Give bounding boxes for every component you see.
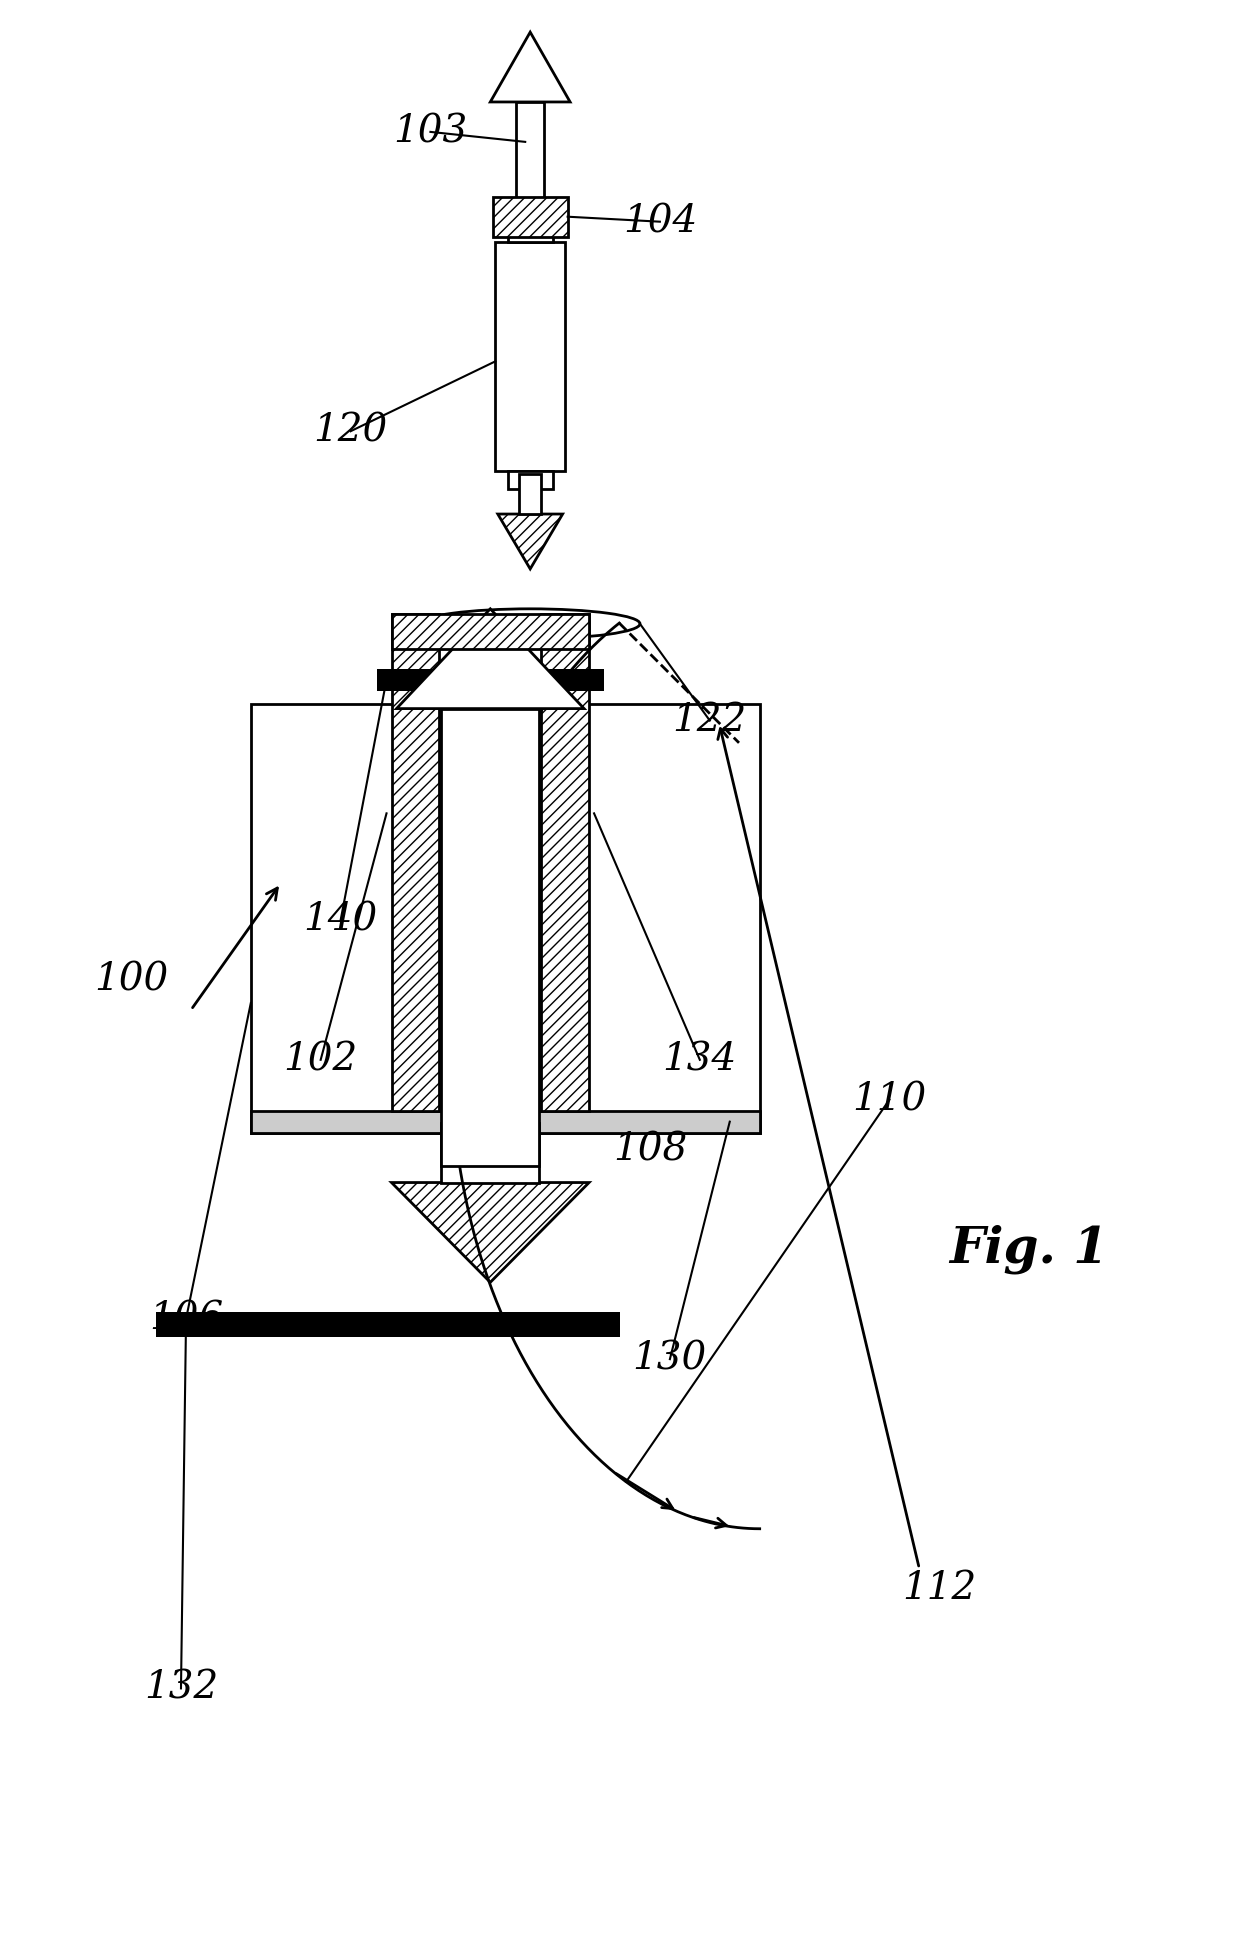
Bar <box>441 708 539 1165</box>
Polygon shape <box>492 197 568 236</box>
Text: 100: 100 <box>94 962 169 999</box>
Text: 102: 102 <box>284 1042 358 1079</box>
Polygon shape <box>497 513 563 570</box>
Ellipse shape <box>420 609 640 638</box>
Text: 130: 130 <box>632 1340 707 1377</box>
Text: 134: 134 <box>662 1042 737 1079</box>
Bar <box>495 242 565 470</box>
Text: 140: 140 <box>304 901 378 938</box>
Text: 103: 103 <box>393 113 467 150</box>
Bar <box>250 704 760 1134</box>
Bar <box>541 615 589 1110</box>
Bar <box>377 669 604 691</box>
Bar <box>156 1313 620 1336</box>
Bar <box>441 1122 539 1182</box>
Polygon shape <box>490 31 570 101</box>
Text: 110: 110 <box>852 1081 926 1118</box>
Text: 132: 132 <box>144 1670 218 1707</box>
Text: 108: 108 <box>613 1132 687 1169</box>
Text: 120: 120 <box>314 414 388 451</box>
Polygon shape <box>397 609 584 708</box>
Bar <box>392 615 439 1110</box>
Bar <box>516 101 544 201</box>
Bar <box>507 470 553 490</box>
Bar <box>250 1110 760 1134</box>
Text: Fig. 1: Fig. 1 <box>950 1225 1109 1274</box>
Bar <box>520 474 541 513</box>
Polygon shape <box>392 1182 589 1282</box>
Text: 106: 106 <box>149 1301 223 1338</box>
Bar <box>392 615 589 650</box>
Bar <box>507 224 553 242</box>
Text: 112: 112 <box>903 1571 976 1608</box>
Text: 104: 104 <box>622 203 697 240</box>
Text: 122: 122 <box>672 702 746 739</box>
